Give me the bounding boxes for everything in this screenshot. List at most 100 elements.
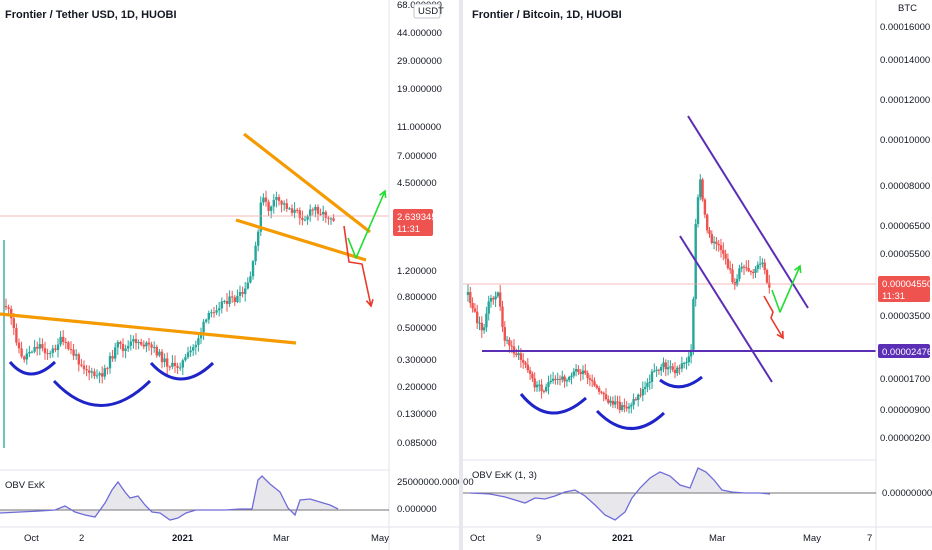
- candle-body: [49, 352, 52, 354]
- candle-body: [116, 342, 119, 348]
- candle-body: [758, 263, 762, 265]
- candle-body: [538, 384, 541, 386]
- candle-body: [124, 348, 127, 351]
- candle-body: [62, 336, 65, 343]
- candle-body: [563, 376, 566, 382]
- candle-body: [184, 357, 187, 361]
- candle-body: [581, 370, 585, 375]
- candle-body: [168, 366, 171, 368]
- candle-body: [249, 276, 252, 283]
- candle-body: [67, 342, 70, 350]
- candle-body: [683, 363, 686, 365]
- candle-body: [676, 367, 679, 374]
- candle-body: [542, 390, 546, 392]
- candle-body: [685, 362, 688, 364]
- candle-body: [121, 344, 125, 351]
- candle-body: [314, 206, 317, 211]
- candle-body: [655, 369, 658, 371]
- candle-body: [259, 202, 262, 232]
- candle-body: [595, 385, 598, 388]
- candle-body: [285, 203, 288, 209]
- candle-body: [602, 392, 605, 395]
- candle-body: [296, 209, 299, 211]
- candle-body: [735, 278, 739, 286]
- candle-body: [145, 342, 148, 347]
- candle-body: [101, 373, 104, 377]
- candle-body: [549, 380, 552, 383]
- cup-arc: [149, 361, 215, 381]
- support-level-value: 0.00002476: [882, 347, 932, 358]
- candle-body: [765, 270, 769, 283]
- price-tick: 0.00016000: [880, 22, 930, 33]
- candle-body: [489, 298, 493, 302]
- price-axis[interactable]: 68.00000044.00000029.00000019.00000011.0…: [397, 0, 442, 449]
- candle-body: [485, 313, 488, 328]
- price-tick: 0.00000900: [880, 405, 930, 416]
- price-tick: 0.085000: [397, 438, 437, 449]
- candle-body: [218, 308, 221, 311]
- price-tick: 0.00012000: [880, 95, 930, 106]
- candle-body: [712, 241, 716, 243]
- candle-body: [319, 213, 322, 215]
- candle-body: [90, 371, 93, 373]
- candle-body: [51, 348, 54, 353]
- candle-body: [46, 353, 49, 355]
- candle-body: [710, 234, 713, 243]
- price-tick: 0.800000: [397, 292, 437, 303]
- candle-body: [724, 253, 727, 259]
- candle-body: [171, 362, 174, 367]
- price-tick: 0.00005500: [880, 249, 930, 260]
- cup-arc: [659, 375, 703, 389]
- candle-body: [127, 345, 130, 349]
- candle-body: [192, 347, 195, 351]
- candle-body: [82, 365, 86, 370]
- candle-body: [620, 405, 624, 410]
- candle-body: [238, 292, 242, 296]
- candle-body: [38, 344, 41, 349]
- candle-body: [85, 369, 88, 371]
- resistance-line: [0, 312, 297, 345]
- candle-body: [657, 369, 661, 371]
- candle-body: [72, 349, 75, 356]
- cup-arc: [519, 393, 587, 415]
- candle-body: [64, 342, 67, 344]
- candle-body: [531, 373, 534, 379]
- candle-body: [251, 261, 255, 277]
- candle-body: [618, 401, 621, 410]
- candle-body: [223, 300, 226, 302]
- price-axis[interactable]: 0.00016000 0.00014000 0.00012000 0.00010000…: [880, 22, 930, 444]
- candle-body: [726, 258, 730, 269]
- candle-body: [522, 360, 525, 363]
- channel-lower-line: [679, 235, 773, 383]
- candle-body: [499, 292, 502, 307]
- candle-body: [194, 344, 197, 348]
- candle-body: [756, 264, 759, 269]
- time-axis[interactable]: Oct 9 2021 Mar May 7: [470, 533, 872, 544]
- indicator-tick: 0.00000000: [882, 488, 932, 499]
- candle-body: [93, 371, 96, 376]
- candle-body: [324, 211, 327, 218]
- candle-body: [4, 306, 8, 308]
- candle-body: [673, 369, 677, 374]
- time-tick: 2021: [612, 533, 634, 544]
- time-axis[interactable]: Oct 2 2021 Mar May: [24, 533, 389, 544]
- candle-body: [77, 354, 80, 365]
- cup-arc: [595, 409, 666, 430]
- channel-upper-line: [687, 115, 809, 309]
- candle-body: [515, 353, 518, 355]
- candle-body: [181, 360, 184, 368]
- candle-body: [641, 388, 644, 396]
- candle-body: [303, 219, 307, 221]
- indicator-name: OBV ExK: [5, 480, 46, 491]
- candle-body: [680, 363, 684, 369]
- candle-body: [220, 301, 223, 309]
- candle-body: [129, 341, 132, 346]
- candle-body: [257, 231, 260, 246]
- candle-body: [244, 288, 247, 294]
- candle-body: [43, 348, 47, 354]
- candle-body: [316, 206, 320, 214]
- candle-body: [646, 382, 649, 387]
- candle-body: [108, 356, 112, 369]
- candle-body: [80, 364, 83, 366]
- candle-body: [15, 328, 18, 343]
